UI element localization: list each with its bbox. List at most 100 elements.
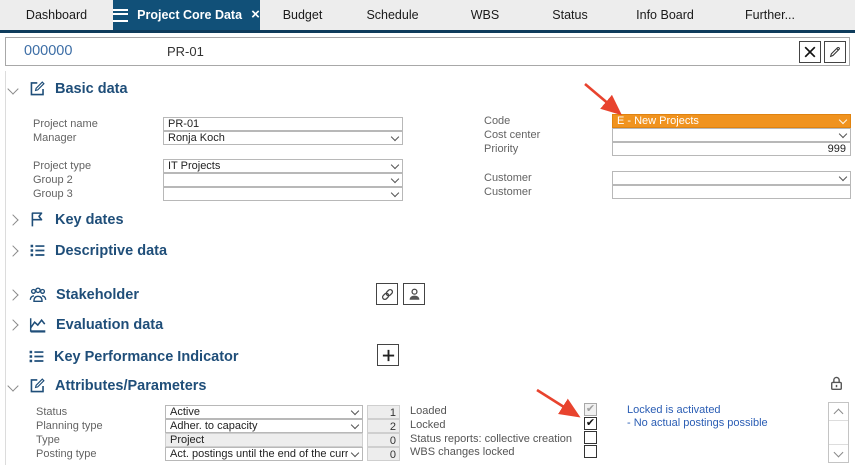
section-heading: Descriptive data <box>55 242 168 259</box>
tab-wbs[interactable]: WBS <box>440 0 530 30</box>
field-label: Type <box>36 434 60 446</box>
chevron-down-icon <box>350 448 360 458</box>
field-label: Group 2 <box>33 174 73 186</box>
section-evaluation-data[interactable]: Evaluation data <box>6 316 163 334</box>
code-select[interactable]: E - New Projects <box>612 114 851 128</box>
posting-type-number: 0 <box>367 447 400 461</box>
locked-checkbox[interactable] <box>584 417 597 430</box>
tab-info-board[interactable]: Info Board <box>610 0 720 30</box>
chevron-right-icon[interactable] <box>7 289 19 301</box>
section-key-dates[interactable]: Key dates <box>6 211 124 228</box>
tab-schedule[interactable]: Schedule <box>345 0 440 30</box>
chevron-down-icon <box>390 132 400 142</box>
checkbox-label: Status reports: collective creation <box>410 433 573 445</box>
group-3-select[interactable] <box>163 187 403 201</box>
planning-type-select[interactable]: Adher. to capacity <box>165 419 363 433</box>
field-label: Project name <box>33 118 98 130</box>
chevron-down-icon <box>838 129 848 139</box>
close-icon[interactable]: × <box>251 6 260 23</box>
customer-input-field[interactable] <box>617 186 846 198</box>
project-name-input-field[interactable] <box>168 118 398 130</box>
chevron-right-icon[interactable] <box>7 244 19 257</box>
status-select[interactable]: Active <box>165 405 363 419</box>
kpi-add-button[interactable] <box>377 344 399 366</box>
link-icon <box>381 288 393 300</box>
cost-center-select[interactable] <box>612 128 851 142</box>
project-number: 000000 <box>24 43 73 59</box>
section-heading: Key dates <box>55 211 124 228</box>
field-label: Cost center <box>484 129 541 141</box>
locked-note-detail: - No actual postings possible <box>627 417 768 429</box>
tab-label: Project Core Data <box>137 8 243 22</box>
plus-icon <box>382 349 394 361</box>
section-basic-data[interactable]: Basic data <box>6 80 128 97</box>
chevron-down-icon <box>350 406 360 416</box>
hamburger-icon[interactable] <box>113 8 129 22</box>
field-label: Status <box>36 406 68 418</box>
priority-input[interactable] <box>612 142 851 156</box>
status-reports-checkbox[interactable] <box>584 431 597 444</box>
chevron-down-icon <box>390 160 400 170</box>
project-type-select[interactable]: IT Projects <box>163 159 403 173</box>
edit-square-icon <box>29 377 46 394</box>
section-heading: Stakeholder <box>56 287 139 303</box>
people-icon <box>29 286 47 304</box>
area-chart-icon <box>29 316 47 334</box>
flag-icon <box>29 211 46 228</box>
field-label: Planning type <box>36 420 103 432</box>
chevron-down-icon <box>833 447 844 457</box>
type-number: 0 <box>367 433 400 447</box>
customer-select[interactable] <box>612 171 851 185</box>
field-label: Code <box>484 115 511 127</box>
tab-budget[interactable]: Budget <box>260 0 345 30</box>
chevron-down-icon <box>390 174 400 184</box>
customer-input[interactable] <box>612 185 851 199</box>
chevron-down-icon[interactable] <box>7 82 19 95</box>
section-attributes-parameters[interactable]: Attributes/Parameters <box>6 377 207 394</box>
chevron-down-icon <box>838 115 848 125</box>
manager-select[interactable]: Ronja Koch <box>163 131 403 145</box>
stakeholder-link-button[interactable] <box>376 283 398 305</box>
posting-type-select[interactable]: Act. postings until the end of the curre… <box>165 447 363 461</box>
field-label: Group 3 <box>33 188 73 200</box>
field-label: Customer <box>484 186 532 198</box>
status-number: 1 <box>367 405 400 419</box>
edit-button[interactable] <box>824 41 846 63</box>
chevron-right-icon[interactable] <box>7 213 19 226</box>
padlock-icon <box>828 375 845 397</box>
section-kpi[interactable]: Key Performance Indicator <box>6 348 239 365</box>
field-label: Project type <box>33 160 92 172</box>
scroll-down-button[interactable] <box>829 444 848 462</box>
section-descriptive-data[interactable]: Descriptive data <box>6 242 167 259</box>
tab-project-core-data[interactable]: Project Core Data × <box>113 0 260 30</box>
close-button[interactable] <box>799 41 821 63</box>
group-2-select[interactable] <box>163 173 403 187</box>
loaded-checkbox <box>584 403 597 416</box>
chevron-up-icon <box>833 408 844 419</box>
stakeholder-person-button[interactable] <box>403 283 425 305</box>
section-heading: Basic data <box>55 80 128 97</box>
chevron-right-icon[interactable] <box>7 319 19 331</box>
tab-status[interactable]: Status <box>530 0 610 30</box>
person-icon <box>409 288 419 300</box>
planning-type-number: 2 <box>367 419 400 433</box>
tab-dashboard[interactable]: Dashboard <box>0 0 113 30</box>
close-icon <box>804 46 816 58</box>
list-icon <box>28 348 45 365</box>
scroll-up-button[interactable] <box>829 403 848 421</box>
project-name-input[interactable] <box>163 117 403 131</box>
red-arrow <box>536 388 581 418</box>
section-heading: Attributes/Parameters <box>55 377 207 394</box>
vertical-scrollbar[interactable] <box>828 402 849 463</box>
priority-input-field[interactable] <box>617 143 846 155</box>
tab-label: Further... <box>744 8 796 22</box>
field-label: Customer <box>484 172 532 184</box>
type-readonly-field: Project <box>165 433 363 447</box>
tab-label: Budget <box>282 8 323 22</box>
wbs-changes-checkbox[interactable] <box>584 445 597 458</box>
field-label: Priority <box>484 143 519 155</box>
chevron-down-icon[interactable] <box>7 379 19 392</box>
section-stakeholder[interactable]: Stakeholder <box>6 286 139 304</box>
tab-further[interactable]: Further... <box>720 0 820 30</box>
